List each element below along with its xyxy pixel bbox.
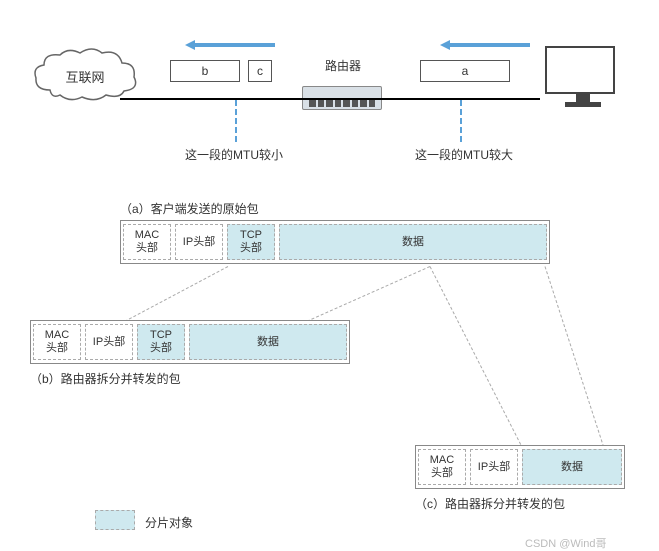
legend-swatch — [95, 510, 135, 530]
pkt-a-ip: IP头部 — [175, 224, 223, 260]
caption-a: （a）客户端发送的原始包 — [120, 200, 259, 217]
pkt-a-data: 数据 — [279, 224, 547, 260]
dash-a-to-b-right — [293, 266, 430, 328]
pkt-a-tcp: TCP头部 — [227, 224, 275, 260]
mtu-small-label: 这一段的MTU较小 — [185, 146, 283, 163]
pkt-b-data: 数据 — [189, 324, 347, 360]
client-monitor-icon — [545, 46, 620, 116]
dash-a-to-c-right — [545, 266, 608, 457]
arrow-left-2 — [440, 40, 530, 50]
wire-packet-b: b — [170, 60, 240, 82]
wire-packet-a: a — [420, 60, 510, 82]
packet-a: MAC头部 IP头部 TCP头部 数据 — [120, 220, 550, 264]
wire-packet-b-label: b — [202, 64, 209, 78]
router-label: 路由器 — [325, 57, 361, 74]
internet-cloud: 互联网 — [30, 45, 140, 105]
mtu-marker-left — [235, 100, 237, 142]
wire-packet-c: c — [248, 60, 272, 82]
network-wire — [120, 98, 540, 100]
pkt-c-mac: MAC头部 — [418, 449, 466, 485]
caption-b: （b）路由器拆分并转发的包 — [30, 370, 181, 387]
packet-c: MAC头部 IP头部 数据 — [415, 445, 625, 489]
pkt-a-mac: MAC头部 — [123, 224, 171, 260]
dash-a-to-b-left — [120, 266, 228, 324]
dash-a-to-c-left — [430, 266, 528, 458]
mtu-marker-right — [460, 100, 462, 142]
legend-label: 分片对象 — [145, 514, 193, 531]
packet-b: MAC头部 IP头部 TCP头部 数据 — [30, 320, 350, 364]
arrow-left-1 — [185, 40, 275, 50]
fragmentation-diagram: 互联网 b c a 路由器 这一段的MTU较小 这一段的MTU较大 （a）客户端… — [0, 0, 659, 551]
pkt-c-ip: IP头部 — [470, 449, 518, 485]
caption-c: （c）路由器拆分并转发的包 — [415, 495, 565, 512]
mtu-large-label: 这一段的MTU较大 — [415, 146, 513, 163]
pkt-c-data: 数据 — [522, 449, 622, 485]
pkt-b-tcp: TCP头部 — [137, 324, 185, 360]
pkt-b-ip: IP头部 — [85, 324, 133, 360]
pkt-b-mac: MAC头部 — [33, 324, 81, 360]
wire-packet-c-label: c — [257, 64, 263, 78]
internet-label: 互联网 — [30, 67, 140, 86]
watermark: CSDN @Wind哥 — [525, 535, 606, 551]
wire-packet-a-label: a — [462, 64, 469, 78]
